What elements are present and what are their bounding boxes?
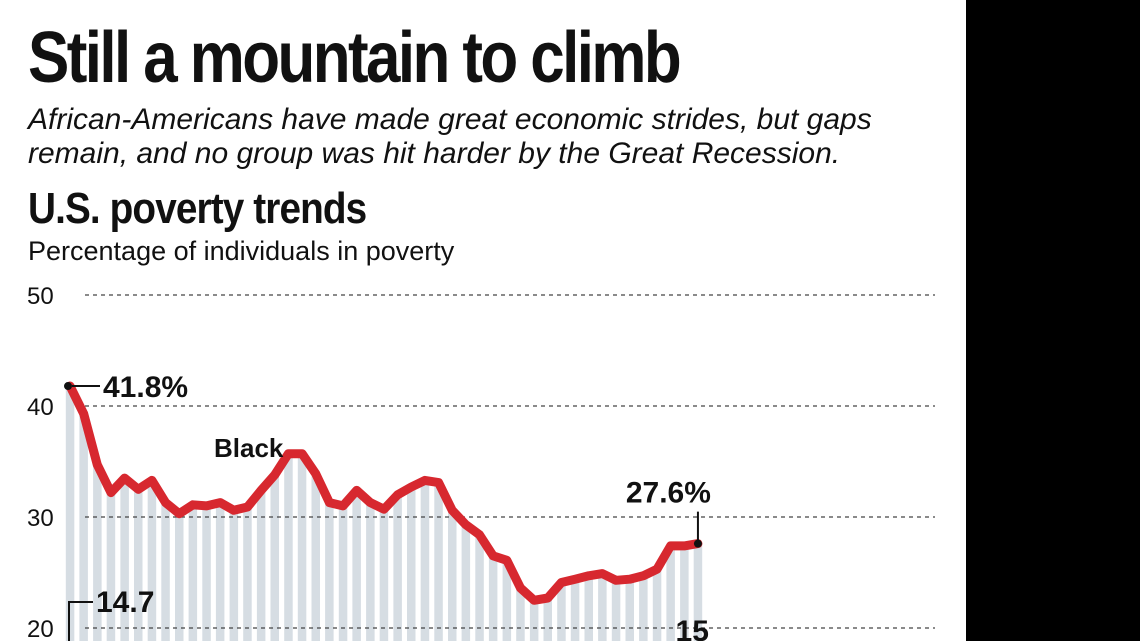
infographic: Still a mountain to climb African-Americ… (27, 18, 935, 641)
end-value-label: 27.6% (626, 477, 711, 510)
second-end-label: 15 (676, 615, 709, 641)
area-bars (65, 386, 703, 641)
value-bar (407, 487, 416, 641)
black-side-panel (966, 0, 1140, 641)
value-bar (434, 482, 443, 641)
chart-subtitle: Percentage of individuals in poverty (28, 236, 455, 266)
value-bar (393, 494, 402, 641)
value-bar (161, 502, 170, 641)
y-tick-label: 20 (27, 616, 54, 641)
value-bar (598, 573, 607, 641)
subheadline: African-Americans have made great econom… (28, 103, 872, 170)
value-bar (202, 505, 211, 641)
value-bar (420, 480, 430, 641)
value-bar (297, 453, 307, 641)
headline: Still a mountain to climb (28, 18, 682, 98)
value-bar (543, 598, 552, 641)
value-bar (325, 502, 334, 641)
value-bar (243, 507, 252, 641)
y-tick-label: 30 (27, 505, 54, 532)
value-bar (120, 478, 129, 641)
value-bar (229, 510, 239, 641)
y-tick-label: 50 (27, 283, 54, 310)
y-tick-label: 40 (27, 394, 54, 421)
value-bar (516, 588, 525, 641)
value-bar (366, 502, 375, 641)
value-bar (270, 474, 279, 641)
poverty-chart: 20 30 40 50 41.8% Black 27.6% 14.7 15 (27, 283, 935, 641)
value-bar (693, 543, 703, 641)
value-bar (625, 579, 634, 641)
value-bar (570, 579, 580, 641)
value-bar (680, 545, 689, 641)
value-bar (475, 534, 484, 641)
start-value-label: 41.8% (103, 371, 188, 404)
value-bar (352, 490, 361, 641)
value-bar (652, 569, 662, 641)
chart-title: U.S. poverty trends (28, 184, 367, 233)
black-poverty-line (65, 381, 703, 605)
value-bar (93, 464, 102, 641)
value-bar (461, 524, 471, 641)
value-bar (502, 560, 512, 641)
value-bar (338, 505, 348, 641)
value-bar (666, 545, 675, 641)
value-bar (488, 555, 498, 641)
value-bar (557, 582, 566, 641)
value-bar (65, 386, 75, 641)
value-bar (106, 492, 116, 641)
value-bar (448, 510, 457, 641)
value-bar (188, 504, 198, 641)
series-label-black: Black (214, 433, 284, 463)
value-bar (284, 453, 293, 641)
second-start-leader (68, 601, 93, 641)
y-tick-labels: 20 30 40 50 (27, 283, 54, 641)
value-bar (256, 490, 266, 641)
value-bar (215, 502, 225, 641)
value-bar (175, 513, 184, 641)
value-bar (379, 509, 389, 641)
value-bar (529, 600, 539, 641)
value-bar (79, 413, 88, 641)
value-bar (311, 473, 320, 641)
value-bar (584, 575, 593, 641)
start-point-marker (64, 382, 72, 391)
second-start-label: 14.7 (96, 586, 154, 619)
value-bar (134, 489, 143, 641)
value-bar (611, 580, 621, 641)
value-bar (147, 480, 157, 641)
value-bar (639, 575, 648, 641)
gridlines (85, 294, 935, 629)
